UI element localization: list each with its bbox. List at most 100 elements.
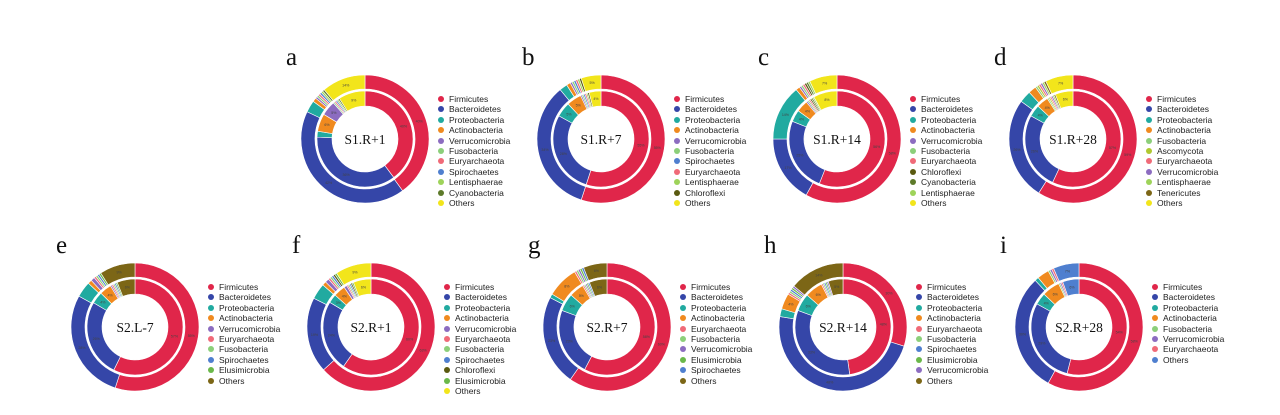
legend-label: Verrucomicrobia xyxy=(449,135,511,146)
legend-item: Euryarchaeota xyxy=(910,156,982,166)
legend-swatch xyxy=(444,356,450,363)
legend-item: Spirochaetes xyxy=(916,344,988,354)
panel-letter: e xyxy=(56,232,68,259)
legend-swatch xyxy=(680,325,686,332)
legend: Firmicutes Bacteroidetes Proteobacteria Act… xyxy=(674,94,746,208)
legend-item: Euryarchaeota xyxy=(674,167,746,177)
legend-swatch xyxy=(1146,168,1152,175)
legend-swatch xyxy=(1152,294,1158,301)
legend-item: Spirochaetes xyxy=(680,365,752,375)
outer-percent-label: 6% xyxy=(594,269,600,273)
legend-label: Others xyxy=(921,197,947,208)
legend-item: Firmicutes xyxy=(444,282,516,292)
donut-chart: 58% 30% 7% 54% 29% 4% 6% 6% S2.R+28 xyxy=(1014,262,1144,392)
legend-swatch xyxy=(1146,127,1152,134)
legend-label: Lentisphaerae xyxy=(1157,177,1211,188)
inner-percent-label: 8% xyxy=(824,98,830,102)
legend-label: Fusobacteria xyxy=(455,344,505,355)
legend-label: Actinobacteria xyxy=(1163,313,1217,324)
inner-percent-label: 4% xyxy=(805,109,811,113)
inner-percent-label: 6% xyxy=(1069,285,1075,289)
inner-percent-label: 55% xyxy=(637,144,645,148)
inner-slice-others xyxy=(589,278,608,297)
legend-swatch xyxy=(438,127,444,134)
legend-item: Elusimicrobia xyxy=(444,376,516,386)
legend-item: Verrucomicrobia xyxy=(208,324,280,334)
legend-item: Spirochaetes xyxy=(438,167,510,177)
outer-percent-label: 40% xyxy=(416,120,424,124)
legend-swatch xyxy=(674,116,680,123)
legend-label: Euryarchaeota xyxy=(219,333,275,344)
outer-percent-label: 17% xyxy=(784,166,792,170)
outer-slice-others xyxy=(809,74,838,95)
legend-item: Ascomycota xyxy=(1146,146,1218,156)
legend-label: Firmicutes xyxy=(1163,282,1203,292)
legend-label: Spirochaetes xyxy=(685,156,735,167)
legend-item: Lentisphaerae xyxy=(1146,177,1218,187)
outer-percent-label: 19% xyxy=(311,333,319,337)
panel-letter: g xyxy=(528,232,541,259)
legend-swatch xyxy=(910,137,916,144)
inner-percent-label: 24% xyxy=(328,334,336,338)
legend-item: Actinobacteria xyxy=(916,313,988,323)
legend-swatch xyxy=(208,367,214,374)
legend-label: Lentisphaerae xyxy=(685,177,739,188)
legend-swatch xyxy=(1152,346,1158,353)
legend-item: Bacteroidetes xyxy=(680,292,752,302)
legend-label: Fusobacteria xyxy=(449,145,499,156)
legend-swatch xyxy=(1152,315,1158,322)
legend-item: Euryarchaeota xyxy=(916,324,988,334)
legend-label: Proteobacteria xyxy=(685,114,741,125)
legend-swatch xyxy=(680,346,686,353)
legend-item: Euryarchaeota xyxy=(1146,156,1218,166)
outer-slice-others xyxy=(1053,262,1080,282)
donut-center-label: S2.R+28 xyxy=(1055,320,1103,335)
legend-label: Euryarchaeota xyxy=(1163,344,1219,355)
outer-percent-label: 28% xyxy=(78,346,86,350)
legend-label: Bacteroidetes xyxy=(1163,292,1215,303)
legend-item: Actinobacteria xyxy=(1152,313,1224,323)
legend-swatch xyxy=(444,325,450,332)
legend-item: Firmicutes xyxy=(916,282,988,292)
legend-swatch xyxy=(916,346,922,353)
legend-swatch xyxy=(674,147,680,154)
inner-percent-label: 58% xyxy=(643,335,651,339)
inner-percent-label: 4% xyxy=(1038,113,1044,117)
inner-slice-others xyxy=(1054,90,1074,109)
inner-percent-label: 6% xyxy=(324,123,330,127)
legend-item: Verrucomicrobia xyxy=(916,365,988,375)
inner-slice-firmicutes xyxy=(585,90,650,188)
legend-label: Actinobacteria xyxy=(219,313,273,324)
legend: Firmicutes Bacteroidetes Proteobacteria Act… xyxy=(444,282,516,396)
legend-item: Bacteroidetes xyxy=(438,104,510,114)
legend-item: Verrucomicrobia xyxy=(1146,167,1218,177)
legend-swatch xyxy=(680,304,686,311)
legend: Firmicutes Bacteroidetes Proteobacteria Act… xyxy=(910,94,982,208)
legend-swatch xyxy=(910,116,916,123)
legend-item: Bacteroidetes xyxy=(674,104,746,114)
panel-a: a 40% 42% 14% 40% 36% 6% 5% 9% S1.R+1 Firmicutes Ba… xyxy=(286,44,511,227)
legend-label: Verrucomicrobia xyxy=(1163,333,1225,344)
legend-label: Firmicutes xyxy=(219,282,259,292)
outer-percent-label: 55% xyxy=(654,146,662,150)
inner-slice-others xyxy=(353,278,372,297)
legend-item: Fusobacteria xyxy=(438,146,510,156)
legend-label: Firmicutes xyxy=(455,282,495,292)
legend-label: Others xyxy=(927,375,953,386)
legend-item: Lentisphaerae xyxy=(674,177,746,187)
legend-label: Actinobacteria xyxy=(685,125,739,136)
legend-swatch xyxy=(444,367,450,374)
inner-slice-firmicutes xyxy=(1052,90,1122,188)
legend-swatch xyxy=(438,199,444,206)
inner-percent-label: 4% xyxy=(100,301,106,305)
legend-item: Firmicutes xyxy=(438,94,510,104)
legend-swatch xyxy=(208,346,214,353)
legend-label: Others xyxy=(1157,197,1183,208)
inner-percent-label: 33% xyxy=(808,351,816,355)
legend-label: Spirochaetes xyxy=(449,166,499,177)
outer-percent-label: 9% xyxy=(352,270,358,274)
legend: Firmicutes Bacteroidetes Proteobacteria Act… xyxy=(1146,94,1218,208)
legend-item: Actinobacteria xyxy=(1146,125,1218,135)
inner-slice-firmicutes xyxy=(113,278,184,376)
legend-item: Euryarchaeota xyxy=(208,334,280,344)
